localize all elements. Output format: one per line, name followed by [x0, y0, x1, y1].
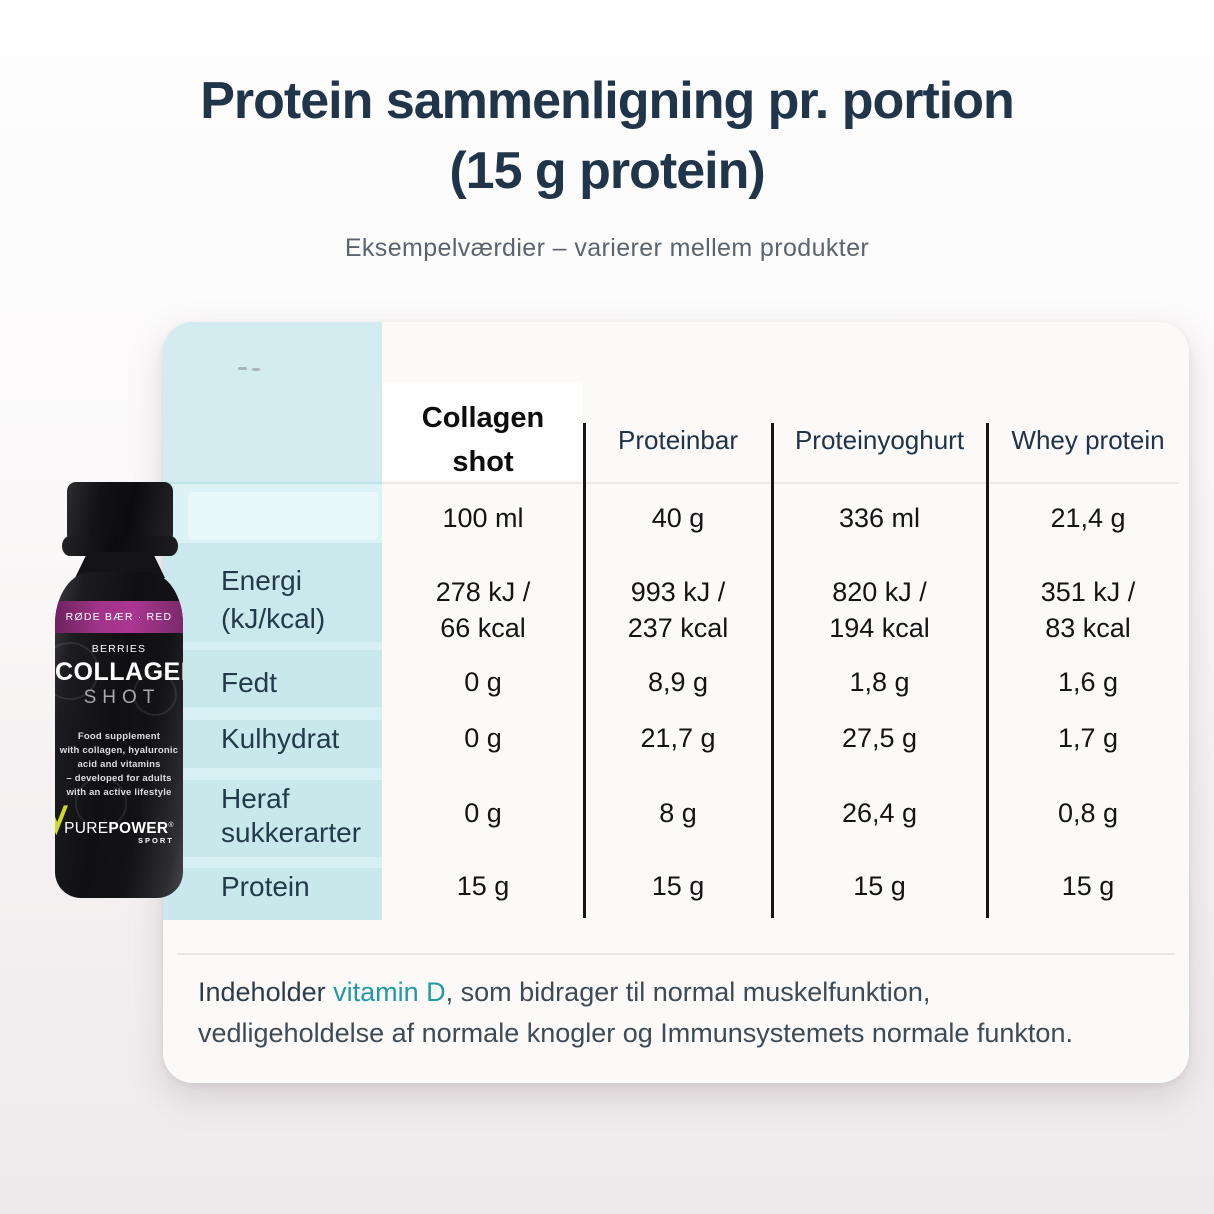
footer-note-line1: Indeholder vitamin D, som bidrager til n… — [198, 972, 1178, 1013]
cell-energi-proteinbar: 993 kJ / 237 kcal — [584, 574, 772, 646]
cell-sukker-proteinbar: 8 g — [659, 798, 697, 828]
page-title: Protein sammenligning pr. portion (15 g … — [0, 66, 1214, 206]
cell-portion-whey: 21,4 g — [1050, 503, 1126, 533]
cell-line: 83 kcal — [1045, 613, 1131, 643]
row-label-fedt: Fedt — [221, 667, 278, 698]
cell-kulhydrat-proteinbar: 21,7 g — [640, 723, 716, 753]
flavor-band: RØDE BÆR · RED BERRIES — [55, 601, 183, 655]
column-header-collagen-shot: Collagen shot — [382, 396, 584, 484]
page-title-line1: Protein sammenligning pr. portion — [200, 72, 1015, 130]
column-header-proteinbar: Proteinbar — [618, 425, 738, 455]
column-divider — [986, 423, 989, 918]
column-divider — [583, 423, 586, 918]
cell-line: 194 kcal — [829, 613, 930, 643]
cell-protein-collagen: 15 g — [456, 871, 510, 901]
berry-illustration — [55, 642, 99, 700]
footer-note-line2: vedligeholdelse af normale knogler og Im… — [198, 1018, 1073, 1048]
cell-fedt-proteinyoghurt: 1,8 g — [849, 667, 910, 697]
header-underline — [382, 482, 1179, 484]
cell-portion-proteinbar: 40 g — [651, 503, 705, 533]
footer-note-text: Indeholder — [198, 977, 334, 1007]
cell-sukker-collagen: 0 g — [464, 798, 502, 828]
artifact-dash — [238, 367, 247, 370]
bottle-description-line: – developed for adults — [66, 773, 172, 784]
berry-illustration — [133, 672, 177, 716]
cell-kulhydrat-collagen: 0 g — [464, 723, 502, 753]
panel-portion-inset — [188, 492, 378, 540]
bottle-body: RØDE BÆR · RED BERRIES COLLAGEN SHOT Foo… — [55, 572, 183, 898]
footer-note: Indeholder vitamin D, som bidrager til n… — [198, 972, 1178, 1054]
column-header-line: shot — [452, 446, 514, 478]
cell-portion-collagen: 100 ml — [442, 503, 524, 533]
cell-line: 237 kcal — [627, 613, 729, 643]
artifact-dash — [252, 368, 260, 371]
panel-sukker-band — [163, 780, 382, 857]
cell-line: 351 kJ / — [1040, 577, 1136, 607]
cell-sukker-whey: 0,8 g — [1057, 798, 1119, 828]
purepower-logo: PUREPOWER® SPORT — [55, 805, 183, 848]
cell-line: 993 kJ / — [630, 577, 726, 607]
cell-energi-proteinyoghurt: 820 kJ / 194 kcal — [772, 574, 987, 646]
row-label-protein: Protein — [221, 871, 310, 902]
panel-protein-band — [163, 868, 382, 920]
cell-fedt-collagen: 0 g — [464, 667, 502, 697]
row-label-kulhydrat: Kulhydrat — [221, 723, 340, 754]
column-divider — [771, 423, 774, 918]
cell-portion-proteinyoghurt: 336 ml — [838, 503, 921, 533]
cell-protein-proteinbar: 15 g — [651, 871, 705, 901]
cell-line: 820 kJ / — [832, 577, 927, 607]
bottle-description-line: Food supplement — [77, 731, 161, 742]
panel-divider-line — [163, 482, 382, 484]
brand-registered-mark: ® — [168, 821, 174, 829]
row-label-panel — [163, 322, 382, 920]
bottle-description: Food supplement with collagen, hyaluroni… — [55, 730, 183, 800]
product-bottle-image: RØDE BÆR · RED BERRIES COLLAGEN SHOT Foo… — [55, 480, 185, 902]
vitamin-d-highlight: vitamin D — [333, 977, 446, 1007]
panel-fedt-band — [163, 650, 382, 707]
cell-energi-collagen: 278 kJ / 66 kcal — [382, 574, 584, 646]
column-header-proteinyoghurt: Proteinyoghurt — [794, 425, 965, 455]
purepower-brand-text: PUREPOWER® — [64, 820, 174, 837]
bottle-product-subname: SHOT — [83, 687, 161, 708]
footer-divider — [177, 953, 1175, 955]
panel-header-band — [163, 322, 382, 482]
cell-kulhydrat-proteinyoghurt: 27,5 g — [841, 723, 918, 753]
bottle-description-line: acid and vitamins — [77, 759, 161, 770]
cell-protein-proteinyoghurt: 15 g — [853, 871, 906, 901]
page-subtitle: Eksempelværdier – varierer mellem produk… — [344, 234, 870, 262]
brand-power: POWER — [108, 820, 169, 837]
column-header-line: Collagen — [421, 402, 545, 434]
bottle-cap-lip — [62, 536, 178, 556]
cell-line: 278 kJ / — [435, 577, 531, 607]
column-header-whey-protein: Whey protein — [1011, 425, 1165, 455]
cell-energi-whey: 351 kJ / 83 kcal — [987, 574, 1189, 646]
row-label-line: sukkerarter — [221, 817, 362, 848]
cell-sukker-proteinyoghurt: 26,4 g — [841, 798, 918, 828]
bottle-description-line: with an active lifestyle — [66, 787, 172, 798]
cell-fedt-proteinbar: 8,9 g — [647, 667, 709, 697]
brand-pure: PURE — [64, 820, 109, 837]
page-title-line2: (15 g protein) — [449, 142, 765, 200]
bottle-cap — [67, 482, 173, 540]
comparison-card: Collagen shot Proteinbar Proteinyoghurt … — [163, 322, 1189, 1083]
row-label-line: Heraf — [221, 783, 290, 814]
purepower-swoosh-icon — [55, 805, 69, 836]
bottle-product-name: COLLAGEN — [55, 658, 183, 686]
collagen-header-box — [382, 382, 582, 480]
cell-protein-whey: 15 g — [1061, 871, 1115, 901]
row-label-sukkerarter: Heraf sukkerarter — [221, 782, 361, 850]
cell-kulhydrat-whey: 1,7 g — [1057, 723, 1119, 753]
bottle-description-line: with collagen, hyaluronic — [59, 745, 179, 756]
footer-note-text: , som bidrager til normal muskelfunktion… — [445, 977, 931, 1007]
row-label-line: Energi — [221, 565, 302, 596]
row-label-energi: Energi (kJ/kcal) — [221, 562, 325, 638]
panel-kulhydrat-band — [163, 720, 382, 768]
brand-sport-label: SPORT — [138, 836, 174, 845]
cell-line: 66 kcal — [440, 613, 526, 643]
cell-fedt-whey: 1,6 g — [1057, 667, 1119, 697]
row-label-line: (kJ/kcal) — [221, 603, 326, 634]
panel-energi-band — [163, 543, 382, 642]
berry-illustration — [75, 777, 127, 829]
